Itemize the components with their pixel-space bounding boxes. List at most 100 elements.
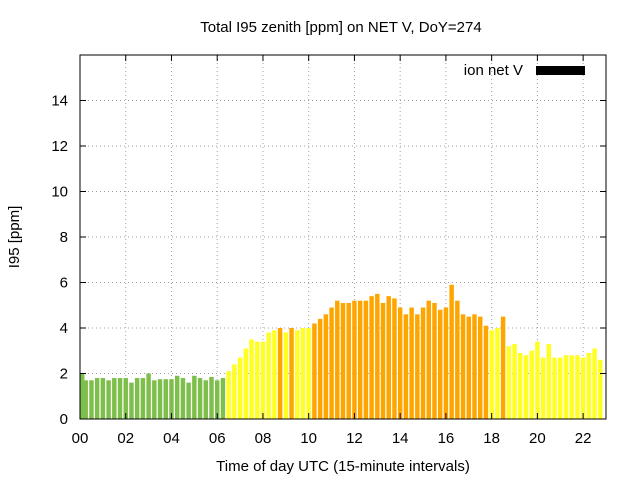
bar xyxy=(540,357,546,419)
bar xyxy=(289,328,294,419)
bar xyxy=(163,379,168,419)
y-tick-label: 2 xyxy=(60,366,68,383)
bar xyxy=(260,341,266,419)
x-tick-label: 12 xyxy=(346,430,363,447)
legend-label: ion net V xyxy=(464,62,523,79)
bar xyxy=(277,328,283,419)
x-tick-label: 18 xyxy=(483,430,500,447)
bar xyxy=(495,328,500,419)
x-tick-label: 16 xyxy=(438,430,455,447)
legend: ion net V xyxy=(464,62,585,79)
bar xyxy=(512,343,517,419)
bar xyxy=(192,375,197,419)
x-axis-label: Time of day UTC (15-minute intervals) xyxy=(216,458,470,475)
bar xyxy=(300,328,306,419)
bar xyxy=(94,378,100,419)
bar xyxy=(472,314,477,419)
bar xyxy=(352,300,357,419)
bar xyxy=(523,355,529,419)
bar xyxy=(500,316,506,419)
x-tick-label: 14 xyxy=(392,430,409,447)
bar xyxy=(146,373,151,419)
y-tick-label: 0 xyxy=(60,411,68,428)
bar xyxy=(335,300,340,419)
bar xyxy=(483,325,489,419)
y-axis-label: I95 [ppm] xyxy=(6,206,23,269)
bar xyxy=(535,341,540,419)
bar xyxy=(249,339,254,419)
bar xyxy=(437,309,443,419)
bar xyxy=(518,353,523,419)
bar xyxy=(306,328,311,419)
bars xyxy=(80,284,603,419)
bar xyxy=(569,355,574,419)
bar xyxy=(237,357,243,419)
bar xyxy=(243,348,249,419)
bar xyxy=(209,376,214,419)
bar xyxy=(134,378,140,419)
bar xyxy=(575,355,580,419)
bar xyxy=(477,316,483,419)
bar xyxy=(558,357,563,419)
x-tick-label: 06 xyxy=(209,430,226,447)
x-tick-label: 08 xyxy=(255,430,272,447)
bar xyxy=(409,307,414,419)
bar xyxy=(455,300,460,419)
bar xyxy=(580,357,586,419)
bar xyxy=(363,300,369,419)
bar xyxy=(369,296,374,419)
chart-title: Total I95 zenith [ppm] on NET V, DoY=274 xyxy=(200,19,481,36)
bar xyxy=(392,298,397,419)
bar xyxy=(129,382,134,419)
bar xyxy=(426,300,431,419)
bar xyxy=(375,293,380,419)
bar xyxy=(460,314,466,419)
bar xyxy=(598,359,603,419)
bar xyxy=(80,373,85,419)
bar xyxy=(432,302,437,419)
bar xyxy=(529,350,534,419)
legend-swatch xyxy=(536,66,585,75)
y-tick-label: 8 xyxy=(60,229,68,246)
bar xyxy=(226,371,231,419)
bar xyxy=(380,302,386,419)
x-tick-label: 04 xyxy=(163,430,180,447)
x-tick-label: 02 xyxy=(117,430,134,447)
bar xyxy=(403,314,409,419)
bar xyxy=(197,378,203,419)
bar xyxy=(214,380,220,419)
x-tick-label: 00 xyxy=(72,430,89,447)
bar xyxy=(586,353,592,419)
x-tick-label: 22 xyxy=(575,430,592,447)
bar xyxy=(340,302,346,419)
bar xyxy=(83,380,88,419)
bar xyxy=(117,378,123,419)
bar xyxy=(552,357,557,419)
bar xyxy=(89,380,94,419)
bar xyxy=(443,307,449,419)
y-tick-label: 4 xyxy=(60,320,68,337)
bar xyxy=(592,348,597,419)
bar xyxy=(203,380,209,419)
bar xyxy=(312,323,317,419)
bar xyxy=(272,330,277,419)
bar xyxy=(174,375,180,419)
bar xyxy=(357,300,363,419)
y-tick-label: 12 xyxy=(51,138,68,155)
bar xyxy=(157,379,163,419)
bar xyxy=(386,296,391,419)
y-tick-label: 14 xyxy=(51,93,68,110)
x-tick-label: 10 xyxy=(300,430,317,447)
bar xyxy=(152,380,157,419)
bar xyxy=(449,284,454,419)
bar xyxy=(180,378,186,419)
bar xyxy=(415,314,420,419)
bar xyxy=(323,314,329,419)
x-tick-label: 20 xyxy=(529,430,546,447)
grid xyxy=(80,55,606,419)
bar xyxy=(317,318,323,419)
bar xyxy=(546,343,552,419)
bar xyxy=(420,307,426,419)
bar xyxy=(123,378,128,419)
